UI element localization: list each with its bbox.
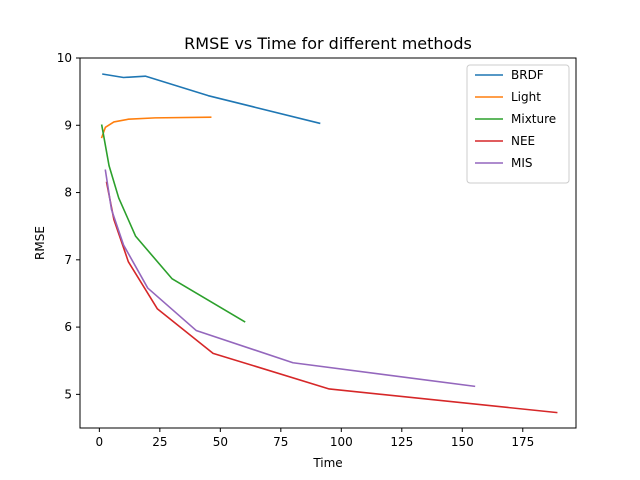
x-tick-label: 175 — [511, 435, 534, 449]
series-line-brdf — [102, 73, 321, 125]
x-tick-label: 100 — [330, 435, 353, 449]
chart-title: RMSE vs Time for different methods — [184, 34, 472, 53]
x-tick-label: 75 — [273, 435, 288, 449]
x-axis-label: Time — [312, 456, 342, 470]
y-tick-label: 7 — [64, 253, 72, 267]
legend-label-mis: MIS — [511, 156, 533, 170]
y-axis-label: RMSE — [33, 226, 47, 260]
y-tick-label: 10 — [57, 51, 72, 65]
legend-label-brdf: BRDF — [511, 68, 544, 82]
series-line-nee — [105, 181, 558, 414]
y-tick-label: 5 — [64, 387, 72, 401]
legend: BRDF Light Mixture NEE MIS — [466, 64, 570, 184]
series-line-light — [100, 116, 212, 139]
x-tick-label: 125 — [390, 435, 413, 449]
legend-label-nee: NEE — [511, 134, 535, 148]
y-tick-label: 6 — [64, 320, 72, 334]
x-axis-ticks: 0 25 50 75 100 125 150 175 — [96, 428, 534, 449]
x-tick-label: 50 — [213, 435, 228, 449]
y-tick-label: 9 — [64, 118, 72, 132]
series-lines — [100, 73, 558, 414]
y-axis-ticks: 5 6 7 8 9 10 — [57, 51, 80, 401]
y-tick-label: 8 — [64, 186, 72, 200]
series-line-mis — [104, 169, 476, 388]
x-tick-label: 25 — [152, 435, 167, 449]
legend-label-light: Light — [511, 90, 541, 104]
plot-frame — [79, 57, 577, 429]
series-line-mixture — [100, 124, 246, 323]
legend-label-mixture: Mixture — [511, 112, 556, 126]
x-tick-label: 150 — [451, 435, 474, 449]
x-tick-label: 0 — [96, 435, 104, 449]
legend-box — [466, 64, 570, 184]
